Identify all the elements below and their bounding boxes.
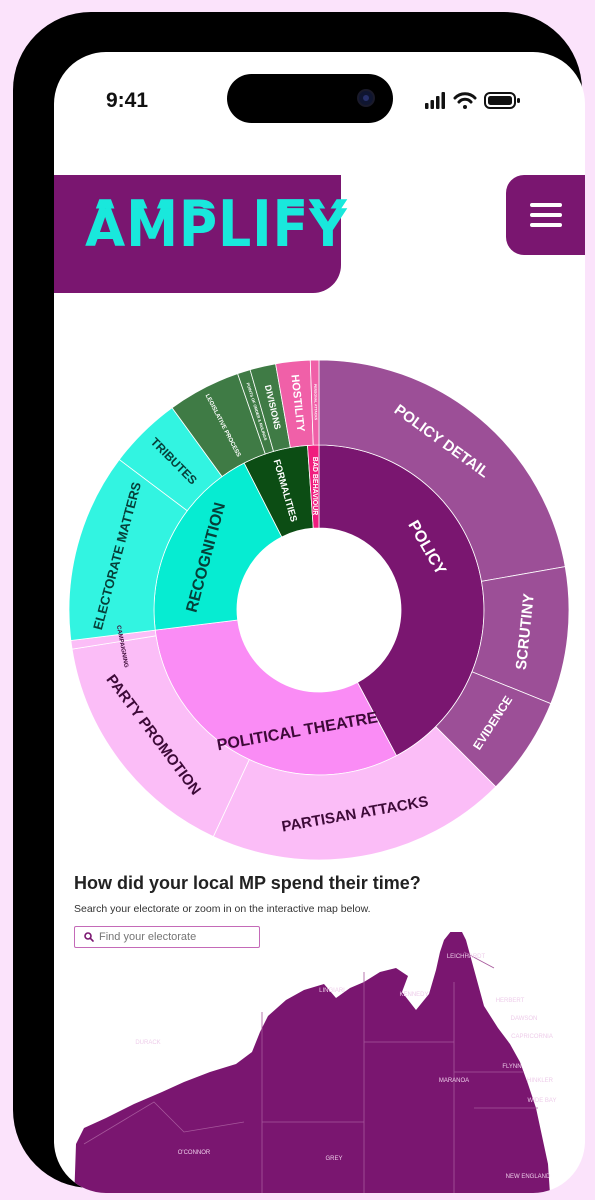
map-label: KENNEDY [399,992,428,998]
segment-policy-detail[interactable] [318,359,566,582]
logo-shadow: AMPLIFY [85,190,348,250]
section-heading: How did your local MP spend their time? [74,873,421,893]
phone-frame: 9:41 AMPLIFY AMPLIFY [13,12,585,1193]
status-time: 9:41 [106,89,149,112]
search-icon [84,932,94,942]
phone-screen: 9:41 AMPLIFY AMPLIFY [54,52,585,1193]
map-label: DURACK [135,1040,160,1046]
camera-icon [359,91,373,105]
battery-icon [484,92,520,109]
map-label: DAWSON [511,1016,538,1022]
electorate-search[interactable] [74,926,260,948]
map-label: HERBERT [496,998,525,1004]
electorate-borders [83,951,538,1193]
section-subheading: Search your electorate or zoom in on the… [74,903,371,915]
menu-button[interactable] [506,175,585,255]
menu-icon-line [530,213,562,217]
logo: AMPLIFY [85,199,348,259]
map-label: GREY [325,1156,342,1162]
menu-icon-line [530,223,562,227]
map-label: WIDE BAY [528,1098,557,1104]
map-label: LINGIARI [319,988,345,994]
sunburst-center [237,528,401,692]
wifi-icon [453,92,477,109]
map-label: LEICHHARDT [447,954,486,960]
map-label: HINKLER [527,1078,554,1084]
segment-personal-attacks[interactable] [309,359,320,446]
electorate-map[interactable]: LEICHHARDT KENNEDY LINGIARI HERBERT DAWSON CA… [54,932,585,1193]
segment-partisan-attacks[interactable] [212,726,497,861]
signal-icon [425,92,445,109]
australia-shape[interactable] [74,932,550,1193]
search-input[interactable] [97,931,249,943]
label-bad-behaviour: BAD BEHAVIOUR [311,457,318,516]
logo-banner[interactable]: AMPLIFY AMPLIFY [54,175,347,293]
status-icons [425,92,520,109]
map-label: CAPRICORNIA [511,1034,553,1040]
map-label: MARANOA [439,1078,469,1084]
map-label: O'CONNOR [178,1150,211,1156]
map-label: FLYNN [502,1064,521,1070]
menu-icon [530,203,562,207]
dynamic-island [227,74,393,123]
map-label: NEW ENGLAND [506,1174,551,1180]
label-personal-attacks: PERSONAL ATTACKS [313,384,318,421]
